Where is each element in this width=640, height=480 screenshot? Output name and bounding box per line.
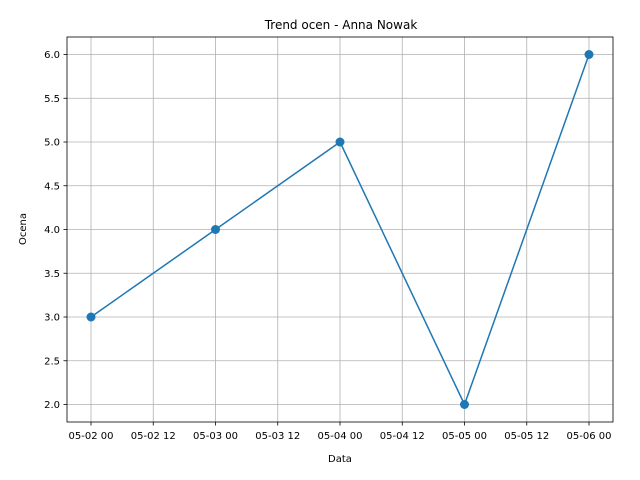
x-tick-label: 05-05 12 — [504, 431, 549, 442]
x-axis-ticks: 05-02 00 05-02 12 05-03 00 05-03 12 05-04 00… — [69, 422, 612, 442]
y-tick-label: 3.5 — [44, 269, 60, 280]
grid — [67, 37, 613, 422]
x-tick-label: 05-04 00 — [318, 431, 363, 442]
data-point — [460, 400, 469, 409]
y-tick-label: 3.0 — [44, 313, 60, 324]
plot-frame — [66, 36, 614, 423]
x-tick-label: 05-04 12 — [380, 431, 425, 442]
x-tick-label: 05-02 00 — [69, 431, 114, 442]
y-tick-label: 4.0 — [44, 225, 60, 236]
y-tick-label: 4.5 — [44, 181, 60, 192]
y-tick-label: 5.0 — [44, 138, 60, 149]
y-tick-label: 5.5 — [44, 94, 60, 105]
y-axis-label: Ocena — [18, 213, 29, 245]
data-point — [211, 225, 220, 234]
y-tick-label: 6.0 — [44, 50, 60, 61]
x-axis-label: Data — [328, 454, 352, 465]
x-tick-label: 05-03 12 — [255, 431, 300, 442]
x-tick-label: 05-06 00 — [567, 431, 612, 442]
x-tick-label: 05-02 12 — [131, 431, 176, 442]
x-tick-label: 05-05 00 — [442, 431, 487, 442]
chart-title: Trend ocen - Anna Nowak — [264, 18, 418, 32]
data-point — [335, 137, 345, 147]
y-tick-label: 2.0 — [44, 400, 60, 411]
plot-series — [86, 50, 594, 409]
x-tick-label: 05-03 00 — [193, 431, 238, 442]
data-point — [86, 312, 96, 322]
y-tick-label: 2.5 — [44, 356, 60, 367]
y-axis-ticks: 2.0 2.5 3.0 3.5 4.0 4.5 5.0 5.5 6.0 — [44, 50, 67, 411]
data-point — [584, 50, 594, 59]
